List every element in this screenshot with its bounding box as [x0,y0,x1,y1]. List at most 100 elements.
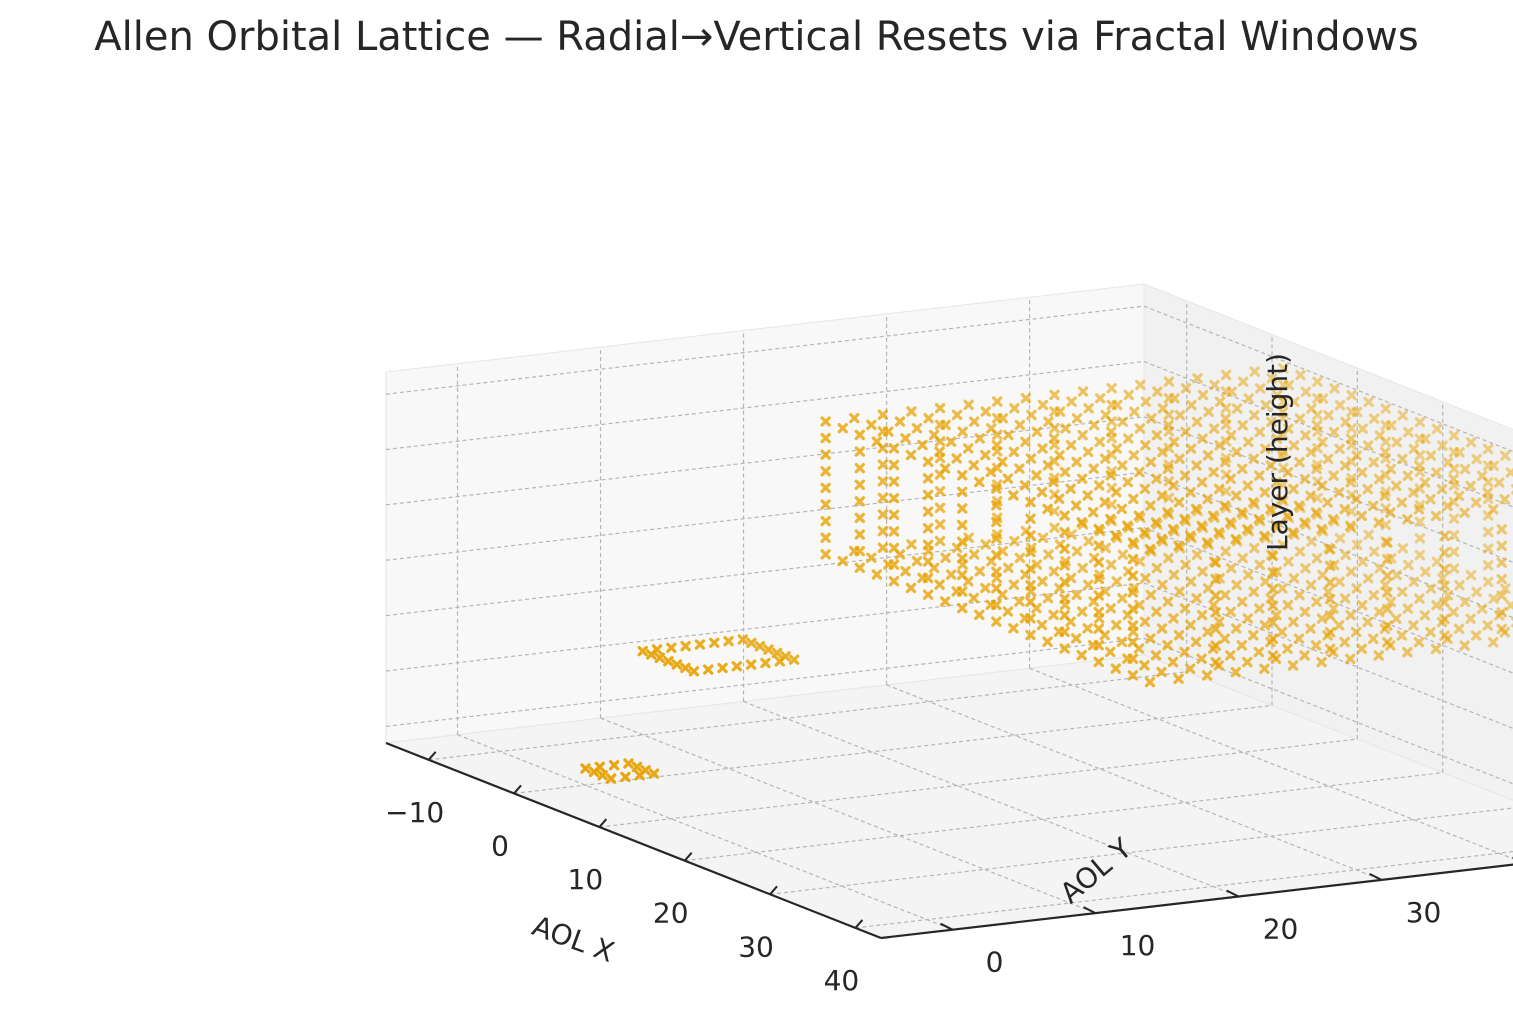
data-point [1500,450,1511,461]
data-point [1231,623,1242,634]
data-point [1459,596,1471,608]
data-point [877,525,889,537]
data-point [1397,453,1408,465]
data-point [1042,460,1054,471]
data-point [923,413,934,424]
grid-z-back [1143,305,1513,453]
data-point [1288,440,1300,451]
data-point [1267,550,1279,562]
data-point [1265,503,1276,515]
data-point [1093,523,1104,535]
data-point [620,771,631,783]
data-point [1482,460,1494,471]
data-point [957,426,968,437]
data-point [1059,576,1070,588]
data-point [1162,640,1173,651]
data-point [1099,497,1110,508]
data-point [1135,379,1146,391]
data-point [1322,497,1333,508]
data-point [1311,596,1322,608]
data-point [1112,399,1123,411]
grid-y-floor [886,684,1382,881]
data-point [1210,590,1221,601]
data-point [934,579,945,590]
data-point [1260,399,1271,411]
y-tick-label: 10 [1120,929,1156,962]
data-point [1305,623,1316,634]
data-point [671,659,683,670]
data-point [760,657,771,669]
data-point [1157,403,1169,414]
data-point [980,406,991,417]
data-point [888,576,900,587]
data-point [1002,606,1014,617]
data-point [957,519,968,531]
data-point [928,429,940,441]
data-point [837,555,848,567]
data-point [1425,450,1437,461]
data-point [1425,583,1437,594]
data-point [854,446,865,457]
x-tick [427,751,437,761]
data-point [1294,413,1306,424]
data-point [1043,549,1054,560]
data-point [1260,576,1271,587]
data-point [1254,470,1265,481]
data-point [1374,606,1385,618]
data-point [1059,466,1071,478]
data-point [1191,416,1203,428]
data-point [1077,429,1088,441]
data-point [1162,463,1174,474]
data-point [854,429,865,441]
data-point [1465,613,1476,624]
data-point [1333,620,1345,631]
data-point [1014,596,1025,607]
data-point [1070,633,1082,644]
data-point [1294,589,1305,601]
data-point [1305,490,1316,501]
data-point [1105,646,1116,658]
data-point [854,479,865,490]
data-point [1156,666,1167,678]
data-point [1059,560,1070,571]
data-point [1299,517,1310,528]
data-point [1414,549,1426,561]
data-point [1134,466,1145,478]
data-point [1271,477,1282,488]
data-point [1397,586,1408,598]
data-point [588,766,600,778]
data-point [1436,483,1448,495]
data-point [820,449,831,460]
data-point [1071,546,1083,557]
data-point [1253,646,1265,658]
data-point [1276,493,1288,505]
data-point [1127,553,1139,565]
data-point [1008,490,1019,501]
data-point [1272,389,1283,401]
y-tick [940,922,953,931]
data-point [1150,650,1162,661]
data-point [1168,436,1180,448]
data-point [1151,430,1163,441]
data-point [906,406,917,417]
data-point [1202,450,1214,461]
data-point [991,483,1002,494]
data-point [1185,443,1197,454]
data-point [1003,429,1014,441]
data-point [1448,546,1460,558]
data-point [1037,532,1049,544]
data-point [1283,423,1294,434]
data-point [1083,536,1094,547]
data-point [1049,389,1060,401]
data-point [888,459,900,471]
data-point [1496,607,1507,618]
data-point [1345,520,1356,532]
data-point [1482,487,1493,498]
data-point [771,647,783,659]
data-point [1151,606,1162,617]
x-tick [854,919,864,929]
data-point [1014,463,1025,474]
data-point [1214,440,1225,451]
data-point [1059,643,1070,654]
data-point [1310,507,1322,518]
